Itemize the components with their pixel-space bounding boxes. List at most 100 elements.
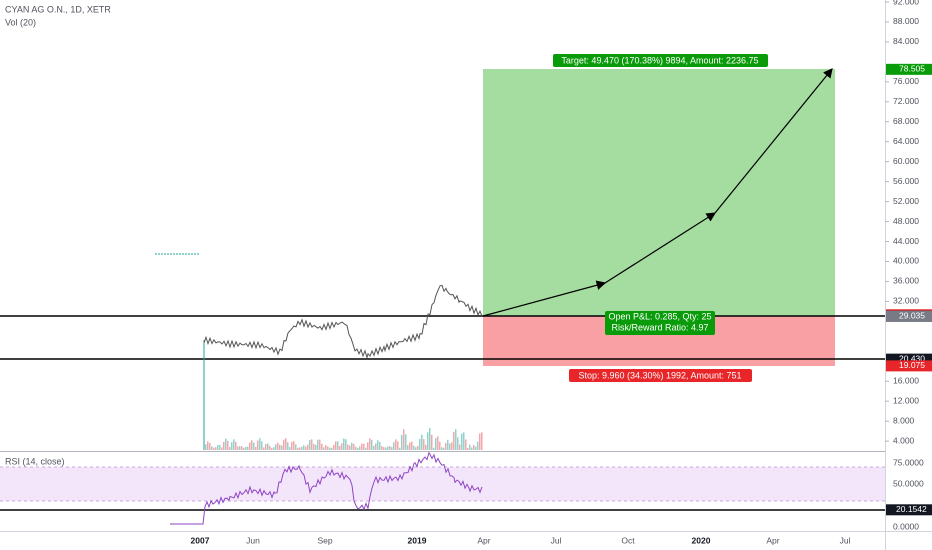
volume-bar	[255, 447, 257, 450]
volume-bar	[357, 447, 359, 450]
volume-bar	[367, 442, 369, 450]
volume-bar	[389, 445, 391, 450]
volume-bar	[297, 447, 299, 450]
price-label: 56.000	[893, 176, 919, 186]
volume-bar	[381, 446, 383, 450]
open-pnl: Open P&L: 0.285, Qty: 25	[608, 311, 711, 321]
volume-bar	[337, 441, 339, 450]
volume-bar	[249, 442, 251, 450]
price-label: 4.000	[893, 435, 915, 445]
volume-bar	[221, 447, 223, 450]
volume-bar	[473, 444, 475, 450]
rsi-badge	[886, 504, 932, 516]
volume-bar	[231, 442, 233, 450]
price-label: 64.000	[893, 136, 919, 146]
volume-bar	[477, 441, 479, 450]
volume-bar	[387, 446, 389, 450]
volume-bar	[391, 447, 393, 450]
volume-bar	[269, 445, 271, 450]
volume-bar	[429, 428, 431, 450]
volume-bar	[251, 440, 253, 450]
volume-bar	[479, 433, 481, 450]
volume-bar	[377, 440, 379, 450]
volume-bar	[211, 446, 213, 450]
volume-bar	[365, 447, 367, 450]
volume-bar	[315, 444, 317, 450]
rsi-label: 50.0000	[893, 479, 924, 489]
price-label: 88.000	[893, 16, 919, 26]
volume-bar	[375, 443, 377, 450]
volume-bar	[295, 444, 297, 450]
volume-bar	[317, 439, 319, 450]
volume-bar	[243, 447, 245, 450]
volume-bar	[305, 446, 307, 450]
volume-bar	[271, 447, 273, 450]
volume-bar	[229, 447, 231, 450]
axes: 92.000 88.000 84.000 76.000 72.000 68.000 64.0…	[191, 0, 932, 545]
volume-bar	[399, 447, 401, 450]
volume-bar	[359, 446, 361, 450]
risk-reward: Risk/Reward Ratio: 4.97	[611, 322, 708, 332]
price-label: 8.000	[893, 415, 915, 425]
volume-bar	[345, 439, 347, 450]
volume-bar	[481, 432, 483, 450]
volume-bar	[411, 441, 413, 450]
price-label: 52.000	[893, 196, 919, 206]
price-label: 84.000	[893, 36, 919, 46]
volume-bar	[443, 447, 445, 450]
time-label: 2020	[692, 535, 711, 545]
time-label: 2019	[408, 535, 427, 545]
volume-bar	[331, 447, 333, 450]
time-label: Jul	[551, 535, 562, 545]
stop-label: Stop: 9.960 (34.30%) 1992, Amount: 751	[578, 370, 741, 380]
volume-bar	[275, 444, 277, 450]
volume-bar	[457, 437, 459, 450]
price-label: 36.000	[893, 276, 919, 286]
time-label: Apr	[766, 535, 779, 545]
price-badge-label: 20.430	[899, 353, 925, 363]
price-badge	[886, 360, 932, 372]
price-label: 44.000	[893, 236, 919, 246]
volume-bar	[321, 443, 323, 450]
volume-bar	[445, 443, 447, 450]
volume-bar	[247, 446, 249, 450]
volume-bar	[287, 442, 289, 450]
price-label: 60.000	[893, 156, 919, 166]
volume-bar	[469, 444, 471, 450]
time-label: 2007	[191, 535, 210, 545]
volume-bar	[453, 431, 455, 450]
volume-bar	[301, 446, 303, 450]
volume-bar	[423, 439, 425, 450]
rsi-band	[0, 467, 885, 501]
volume-bar	[283, 439, 285, 450]
time-label: Oct	[621, 535, 635, 545]
volume-bar	[277, 442, 279, 450]
rsi-title: RSI (14, close)	[5, 456, 65, 466]
volume-bar	[461, 433, 463, 450]
volume-bar	[223, 441, 225, 450]
volume-bar	[439, 441, 441, 450]
volume-bar	[471, 447, 473, 450]
volume-bar	[207, 441, 209, 450]
volume-bar	[459, 444, 461, 450]
volume-bar	[313, 443, 315, 450]
time-label: Apr	[477, 535, 490, 545]
volume-bar	[235, 441, 237, 450]
volume-bar	[401, 434, 403, 450]
volume-bar	[413, 445, 415, 450]
volume-bar	[451, 442, 453, 450]
volume-bar	[339, 445, 341, 450]
volume-bar	[417, 445, 419, 450]
volume-bar	[455, 429, 457, 450]
volume-bar	[449, 443, 451, 450]
price-label: 76.000	[893, 76, 919, 86]
volume-bar	[351, 442, 353, 450]
volume-bar	[263, 447, 265, 450]
target-label: Target: 49.470 (170.38%) 9894, Amount: 2…	[561, 55, 758, 65]
volume-bar	[385, 447, 387, 450]
projection-arrow	[604, 212, 717, 284]
volume-bar	[293, 441, 295, 450]
volume-bar	[343, 438, 345, 450]
volume-bar	[259, 438, 261, 450]
